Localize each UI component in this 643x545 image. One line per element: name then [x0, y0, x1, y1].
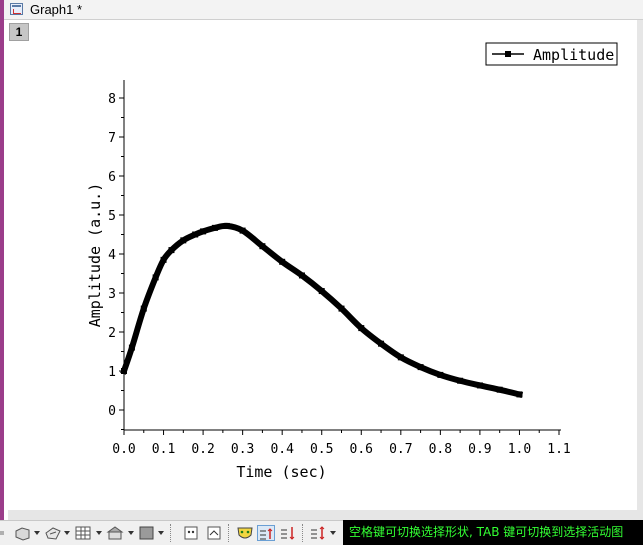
data-point	[318, 288, 325, 295]
data-point	[160, 256, 167, 263]
data-point	[140, 305, 147, 312]
x-tick-label: 0.5	[310, 442, 333, 457]
graph-page[interactable]	[8, 20, 637, 510]
data-point	[496, 386, 503, 393]
layer-tab[interactable]: 1	[9, 23, 29, 41]
data-point	[128, 344, 135, 351]
data-point	[457, 377, 464, 384]
data-point	[259, 243, 266, 250]
data-scale-dropdown[interactable]	[330, 531, 336, 535]
legend-label: Amplitude	[533, 46, 614, 64]
y-tick-label: 5	[108, 209, 116, 224]
status-message: 空格键可切换选择形状, TAB 键可切换到选择活动图	[343, 520, 643, 545]
title-bar[interactable]: Graph1 *	[4, 0, 643, 20]
data-point	[338, 305, 345, 312]
x-tick-label: 0.9	[468, 442, 491, 457]
y-tick-label: 2	[108, 326, 116, 341]
x-tick-label: 1.0	[508, 442, 531, 457]
toolbar-grip-icon	[0, 525, 18, 541]
x-tick-label: 1.1	[547, 442, 570, 457]
y-tick-label: 1	[108, 365, 116, 380]
legend[interactable]: Amplitude	[485, 42, 618, 66]
data-point	[239, 227, 246, 234]
data-point	[152, 274, 159, 281]
data-point	[417, 364, 424, 371]
window-left-edge	[0, 0, 4, 520]
grid-dropdown[interactable]	[96, 531, 102, 535]
x-tick-label: 0.6	[350, 442, 373, 457]
page-border-bottom	[8, 510, 643, 520]
data-point	[516, 391, 523, 398]
data-point	[192, 231, 199, 238]
mask-icon[interactable]	[182, 525, 200, 541]
toolbar-separator	[170, 524, 173, 542]
data-point	[211, 224, 218, 231]
draw-tool-icon[interactable]	[44, 525, 62, 541]
data-scale-icon[interactable]	[309, 525, 327, 541]
legend-marker	[505, 51, 511, 57]
fill-dropdown[interactable]	[158, 531, 164, 535]
building-icon[interactable]	[106, 525, 124, 541]
data-point	[180, 237, 187, 244]
data-point	[476, 382, 483, 389]
data-point	[358, 325, 365, 332]
series-lines	[120, 222, 524, 399]
y-axis-title: Amplitude (a.u.)	[86, 183, 104, 328]
x-axis-title: Time (sec)	[236, 463, 326, 481]
data-reader-icon[interactable]	[279, 525, 297, 541]
data-point	[279, 258, 286, 265]
window-graph-icon	[10, 3, 23, 15]
toolbar-separator	[228, 524, 231, 542]
data-point	[298, 272, 305, 279]
page-border-right	[637, 20, 643, 510]
data-point	[437, 371, 444, 378]
y-tick-label: 3	[108, 287, 116, 302]
y-tick-label: 8	[108, 92, 116, 107]
face-icon[interactable]	[236, 525, 254, 541]
x-tick-label: 0.1	[152, 442, 175, 457]
toolbar-separator	[302, 524, 305, 542]
x-tick-label: 0.7	[389, 442, 412, 457]
graph-window: Graph1 * 1 0 1 2 3 4 5 6 7 8 0.0 0.1 0.2 0.3 0.4 0.5 0.…	[0, 0, 643, 520]
series-line-amplitude	[120, 222, 524, 399]
x-tick-label: 0.2	[191, 442, 214, 457]
y-tick-label: 4	[108, 248, 116, 263]
data-point	[223, 222, 230, 229]
data-point	[121, 368, 127, 374]
draw-tool-dropdown[interactable]	[64, 531, 70, 535]
x-tick-label: 0.4	[270, 442, 294, 457]
y-tick-label: 6	[108, 170, 116, 185]
data-point	[200, 228, 207, 235]
fill-icon[interactable]	[138, 525, 156, 541]
legend-box	[485, 42, 618, 66]
mask-alt-icon[interactable]	[205, 525, 223, 541]
axes: 0 1 2 3 4 5 6 7 8 0.0 0.1 0.2 0.3 0.4 0.5 0.6 0.7 0.8 0.9 1…	[86, 80, 571, 481]
grid-icon[interactable]	[74, 525, 92, 541]
data-point	[397, 354, 404, 361]
y-tick-label: 7	[108, 131, 116, 146]
building-dropdown[interactable]	[128, 531, 134, 535]
x-tick-label: 0.0	[112, 442, 135, 457]
x-tick-label: 0.3	[231, 442, 254, 457]
data-point	[168, 247, 175, 254]
window-title: Graph1 *	[30, 2, 83, 17]
data-point	[378, 340, 385, 347]
x-tick-label: 0.8	[429, 442, 452, 457]
shape-tool-dropdown[interactable]	[34, 531, 40, 535]
y-tick-label: 0	[108, 404, 116, 419]
data-select-icon[interactable]	[257, 525, 275, 541]
shape-tool-icon[interactable]	[14, 525, 32, 541]
amplitude-chart[interactable]: 0 1 2 3 4 5 6 7 8 0.0 0.1 0.2 0.3 0.4 0.5 0.6 0.7 0.8 0.9 1…	[0, 0, 643, 520]
